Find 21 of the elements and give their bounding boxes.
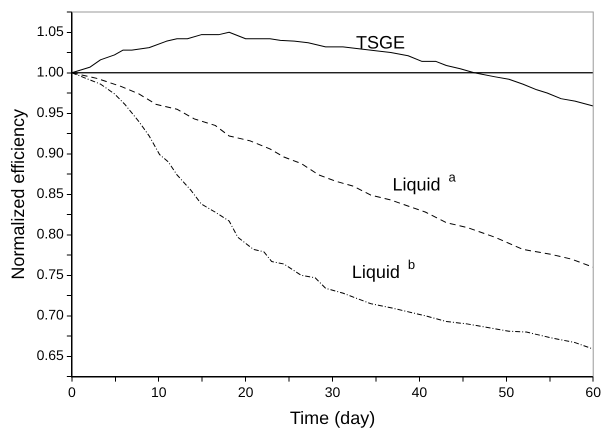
- y-tick-label: 0.90: [36, 144, 64, 161]
- x-axis-title: Time (day): [290, 408, 376, 428]
- y-axis-title: Normalized efficiency: [8, 108, 28, 280]
- x-tick-label: 30: [324, 384, 341, 400]
- x-tick-label: 20: [238, 384, 254, 400]
- y-tick-label: 0.75: [36, 266, 64, 282]
- x-tick-label: 60: [585, 384, 602, 400]
- x-tick-label: 40: [412, 384, 428, 400]
- x-tick-label: 0: [68, 384, 76, 400]
- series-label: TSGE: [356, 32, 406, 52]
- x-tick-label: 10: [150, 384, 167, 400]
- x-tick-label: 50: [498, 384, 514, 400]
- y-tick-label: 1.05: [36, 23, 64, 40]
- y-tick-label: 0.65: [36, 347, 64, 364]
- series-label: Liquid b: [352, 257, 416, 282]
- y-tick-label: 0.85: [36, 185, 64, 202]
- series-label: Liquid a: [392, 170, 457, 195]
- y-tick-label: 0.95: [36, 104, 64, 120]
- y-tick-label: 1.00: [36, 64, 64, 80]
- y-tick-label: 0.70: [36, 306, 64, 323]
- y-tick-label: 0.80: [36, 226, 64, 242]
